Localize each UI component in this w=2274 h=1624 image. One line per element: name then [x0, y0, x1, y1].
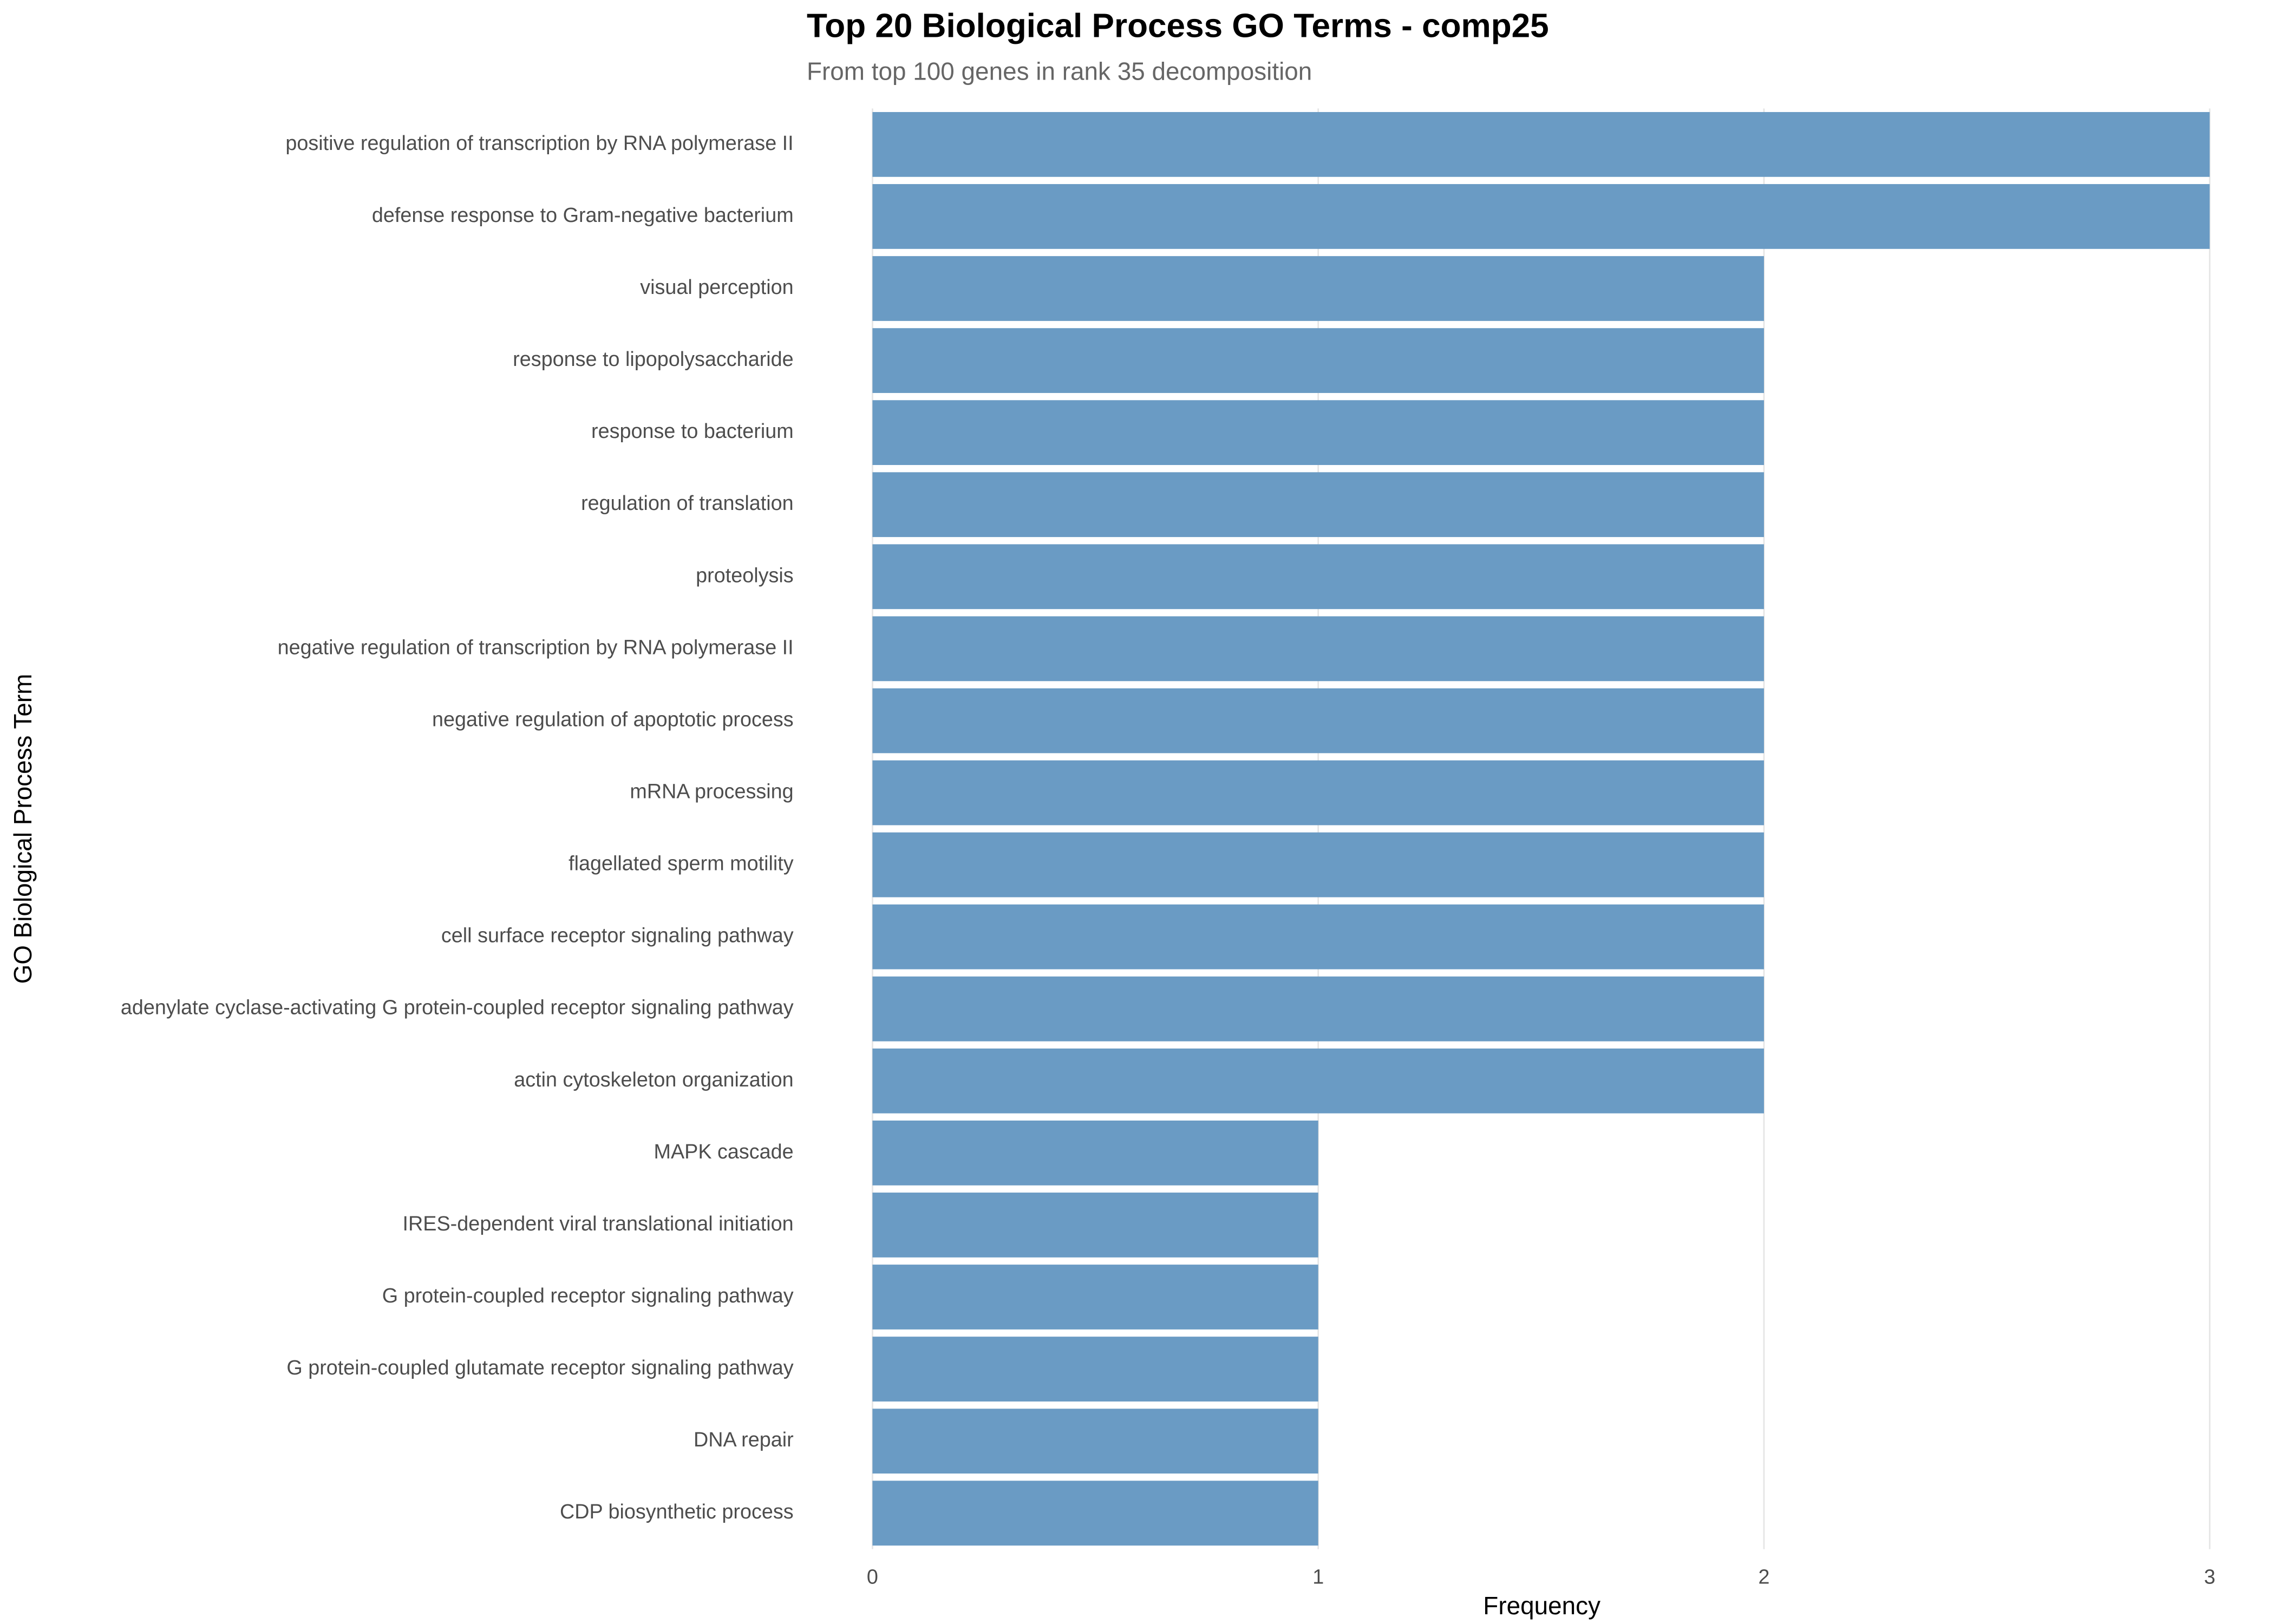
y-axis-label: GO Biological Process Term [9, 674, 37, 984]
bar [872, 1193, 1318, 1258]
y-tick-label: negative regulation of apoptotic process [432, 708, 794, 731]
bar [872, 976, 1764, 1042]
x-tick-label: 0 [867, 1566, 878, 1589]
bar [872, 328, 1764, 393]
bar [872, 184, 2210, 249]
bar [872, 1048, 1764, 1114]
y-tick-label: positive regulation of transcription by … [285, 132, 793, 155]
y-tick-label: defense response to Gram-negative bacter… [372, 204, 794, 227]
chart-subtitle: From top 100 genes in rank 35 decomposit… [807, 57, 1312, 86]
y-tick-label: G protein-coupled glutamate receptor sig… [286, 1357, 793, 1379]
bar [872, 256, 1764, 321]
y-tick-label: G protein-coupled receptor signaling pat… [382, 1285, 794, 1307]
y-tick-label: CDP biosynthetic process [560, 1501, 794, 1523]
y-tick-label: actin cytoskeleton organization [514, 1069, 793, 1091]
bar [872, 1337, 1318, 1402]
bar [872, 1265, 1318, 1330]
y-tick-label: response to bacterium [591, 420, 794, 443]
bar [872, 544, 1764, 610]
x-tick-label: 3 [2204, 1566, 2216, 1589]
y-tick-label: IRES-dependent viral translational initi… [403, 1213, 794, 1235]
bar [872, 400, 1764, 466]
y-tick-label: regulation of translation [581, 492, 794, 515]
bar [872, 1409, 1318, 1474]
bar [872, 904, 1764, 970]
bar [872, 472, 1764, 538]
bar [872, 760, 1764, 826]
y-tick-label: negative regulation of transcription by … [278, 636, 794, 659]
bar [872, 112, 2210, 177]
x-tick-label: 1 [1312, 1566, 1324, 1589]
bar [872, 1120, 1318, 1186]
y-tick-label: proteolysis [696, 564, 794, 587]
y-tick-label: visual perception [640, 276, 793, 299]
y-tick-label: cell surface receptor signaling pathway [441, 925, 794, 947]
y-tick-label: flagellated sperm motility [568, 853, 794, 875]
y-tick-label: response to lipopolysaccharide [513, 348, 794, 371]
y-tick-label: mRNA processing [630, 780, 793, 803]
bar [872, 616, 1764, 682]
chart-title: Top 20 Biological Process GO Terms - com… [807, 7, 1549, 44]
x-tick-label: 2 [1758, 1566, 1769, 1589]
bar [872, 688, 1764, 754]
x-axis-label: Frequency [1483, 1592, 1600, 1620]
y-tick-label: adenylate cyclase-activating G protein-c… [121, 997, 794, 1019]
bar [872, 832, 1764, 898]
y-tick-label: DNA repair [694, 1429, 794, 1451]
bar [872, 1481, 1318, 1546]
y-tick-label: MAPK cascade [654, 1141, 793, 1163]
